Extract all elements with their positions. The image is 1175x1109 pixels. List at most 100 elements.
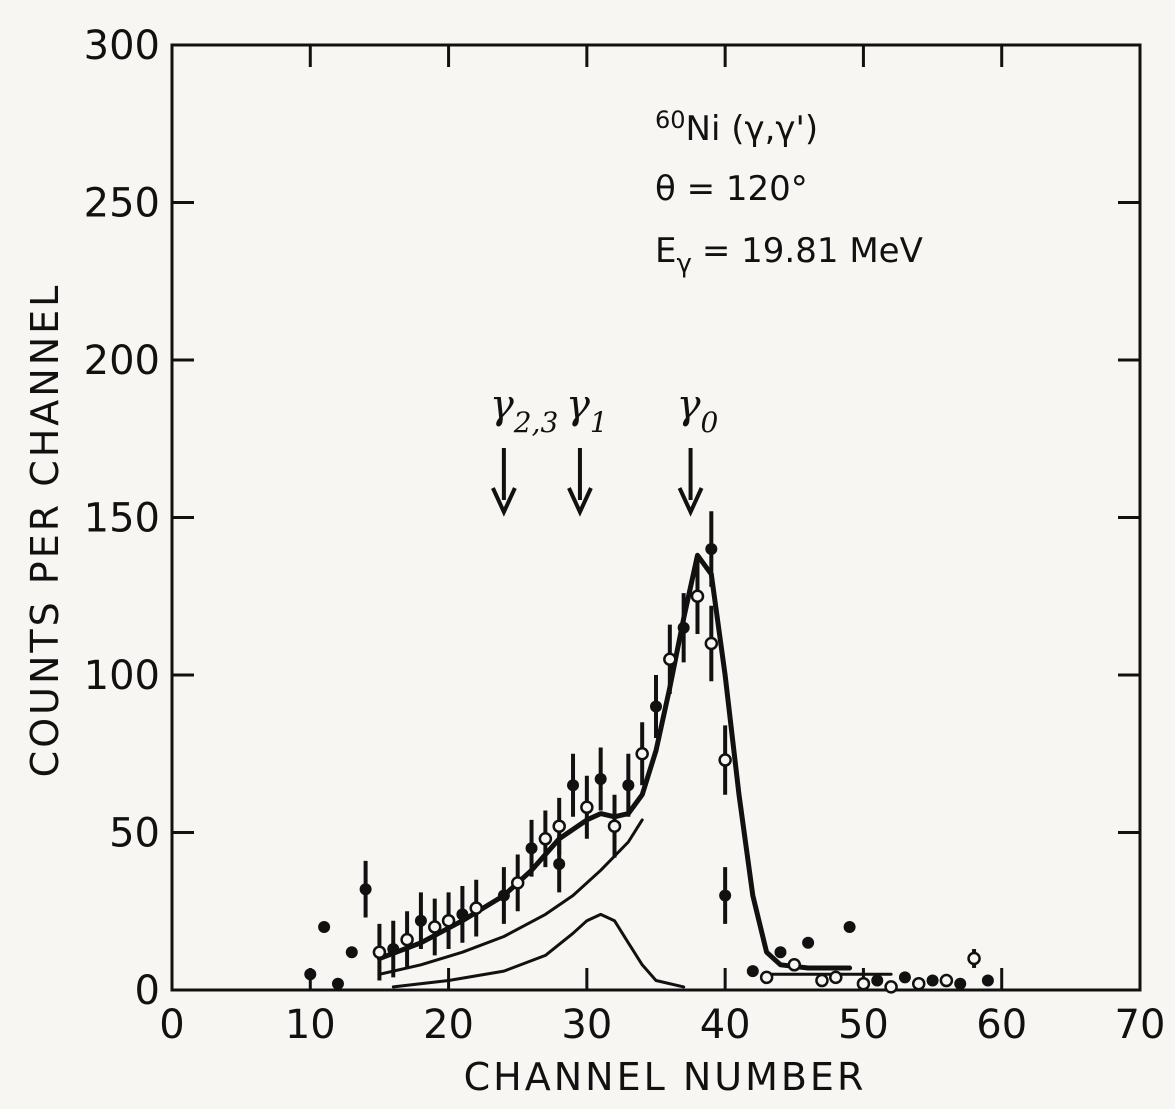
- x-tick-label: 50: [838, 1002, 889, 1048]
- point-marker: [441, 913, 456, 928]
- y-tick-label: 250: [84, 181, 160, 227]
- point-marker: [469, 901, 483, 915]
- arrow-subscript: 2,3: [513, 406, 559, 439]
- open-point: [400, 911, 414, 968]
- filled-point: [456, 886, 469, 943]
- point-marker: [304, 968, 317, 981]
- point-marker: [427, 920, 442, 934]
- point-marker: [967, 951, 981, 966]
- filled-point: [677, 593, 690, 663]
- point-marker: [759, 970, 774, 985]
- filled-point: [497, 867, 510, 924]
- y-tick-label: 300: [84, 23, 160, 69]
- point-marker: [372, 945, 387, 959]
- peak-arrow: γ2,3: [490, 382, 558, 517]
- filled-point: [359, 860, 372, 918]
- x-tick-label: 40: [700, 1002, 751, 1048]
- point-marker: [871, 974, 884, 987]
- point-marker: [622, 779, 635, 792]
- point-marker: [345, 946, 358, 959]
- fit-curve: [391, 912, 686, 989]
- x-axis-title: CHANNEL NUMBER: [464, 1055, 867, 1099]
- open-point: [759, 970, 774, 985]
- point-marker: [926, 974, 939, 987]
- axis-ticks: [172, 45, 1140, 990]
- arrow-subscript: 0: [700, 406, 718, 439]
- open-point: [663, 624, 677, 694]
- filled-point: [345, 946, 358, 959]
- y-tick-label: 50: [109, 811, 160, 857]
- open-point: [704, 605, 719, 682]
- open-point: [580, 775, 594, 839]
- arrow-symbol: γ: [677, 382, 701, 428]
- point-marker: [594, 772, 607, 785]
- filled-point: [318, 921, 331, 933]
- filled-point: [981, 974, 994, 987]
- x-tick-label: 10: [285, 1002, 336, 1048]
- reaction-superscript: 60: [655, 106, 686, 134]
- point-marker: [318, 921, 331, 933]
- open-point: [856, 976, 871, 991]
- open-point: [911, 976, 926, 991]
- filled-point: [746, 965, 759, 978]
- point-marker: [359, 883, 372, 896]
- point-marker: [331, 977, 344, 990]
- y-tick-label: 100: [84, 653, 160, 699]
- fit-curve: [377, 818, 644, 976]
- point-marker: [552, 819, 566, 833]
- point-marker: [719, 889, 732, 902]
- open-point: [510, 854, 525, 912]
- filled-point: [898, 971, 911, 984]
- arrow-head: [677, 487, 704, 517]
- point-marker: [497, 889, 510, 902]
- fit-curves: [376, 552, 893, 989]
- filled-point: [871, 974, 884, 987]
- peak-arrow: γ1: [566, 382, 608, 517]
- x-tick-label: 20: [423, 1002, 474, 1048]
- filled-point: [774, 946, 787, 959]
- arrow-symbol: γ: [566, 382, 590, 428]
- arrow-label: γ2,3: [490, 382, 558, 439]
- filled-point: [525, 819, 538, 877]
- point-marker: [663, 652, 677, 666]
- x-tick-label: 60: [976, 1002, 1027, 1048]
- y-tick-label: 150: [84, 496, 160, 542]
- point-marker: [746, 965, 759, 978]
- point-marker: [705, 543, 718, 555]
- point-marker: [954, 977, 967, 990]
- open-point: [372, 923, 387, 981]
- open-point: [884, 980, 898, 994]
- filled-point: [843, 921, 856, 933]
- energy-value: = 19.81 MeV: [702, 231, 923, 271]
- arrow-symbol: γ: [490, 382, 514, 428]
- point-marker: [525, 842, 538, 855]
- energy-symbol: E: [655, 231, 676, 271]
- filled-point: [594, 747, 607, 811]
- reaction-annotation: 60Ni (γ,γ'): [655, 106, 818, 149]
- filled-point: [954, 977, 967, 990]
- energy-subscript: γ: [676, 249, 691, 279]
- filled-point: [926, 974, 939, 987]
- x-tick-label: 30: [561, 1002, 612, 1048]
- point-marker: [787, 958, 802, 972]
- point-marker: [387, 943, 400, 956]
- point-marker: [580, 800, 594, 815]
- open-point: [718, 725, 732, 795]
- filled-point: [802, 936, 815, 949]
- point-marker: [553, 858, 566, 870]
- annotation-block: 60Ni (γ,γ') θ = 120° Eγ = 19.81 MeV: [655, 106, 923, 279]
- point-marker: [607, 819, 622, 833]
- point-marker: [856, 976, 871, 991]
- open-point: [607, 794, 622, 858]
- point-marker: [815, 973, 829, 988]
- filled-point: [387, 920, 400, 978]
- y-axis-title: COUNTS PER CHANNEL: [23, 283, 67, 778]
- open-point: [967, 949, 981, 968]
- energy-annotation: Eγ = 19.81 MeV: [655, 231, 923, 279]
- open-point: [441, 892, 456, 950]
- point-marker: [690, 589, 705, 603]
- open-point: [939, 973, 954, 988]
- filled-point: [650, 675, 662, 738]
- x-tick-label: 70: [1115, 1002, 1166, 1048]
